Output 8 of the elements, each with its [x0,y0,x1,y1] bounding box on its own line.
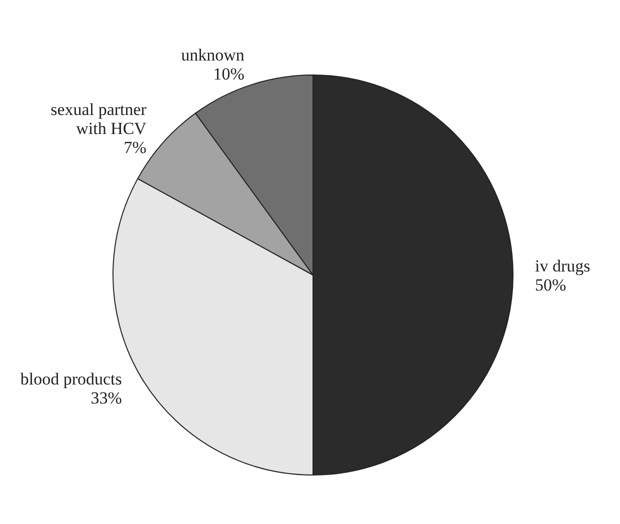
data-label: 33% [90,388,122,408]
slice-label: sexual partner with HCV [50,100,148,138]
slice-label: iv drugs [535,256,590,276]
data-label: 50% [535,276,566,294]
data-label: 7% [124,138,146,158]
slice-label: blood products [20,370,122,389]
data-label: 10% [213,64,244,84]
slice-label: unknown [181,45,245,64]
